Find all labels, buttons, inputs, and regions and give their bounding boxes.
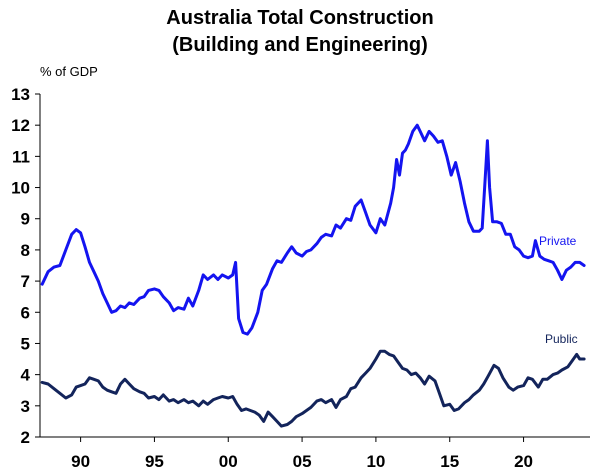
x-tick-label: 15 bbox=[440, 452, 459, 471]
y-tick-label: 12 bbox=[11, 116, 30, 135]
x-tick-label: 20 bbox=[514, 452, 533, 471]
y-tick-label: 6 bbox=[21, 303, 30, 322]
y-tick-label: 4 bbox=[21, 366, 31, 385]
y-tick-label: 11 bbox=[12, 147, 30, 166]
x-tick-label: 95 bbox=[145, 452, 164, 471]
x-tick-label: 05 bbox=[293, 452, 312, 471]
y-axis-unit-label: % of GDP bbox=[40, 64, 98, 79]
series-line-public bbox=[40, 349, 586, 428]
y-tick-label: 13 bbox=[11, 85, 30, 104]
y-tick-label: 5 bbox=[21, 334, 30, 353]
legend-label-private: Private bbox=[539, 234, 577, 248]
x-axis-ticks: 90 95 00 05 10 15 20 bbox=[71, 437, 533, 471]
y-tick-label: 9 bbox=[21, 210, 30, 229]
series-lines bbox=[40, 123, 586, 428]
y-tick-label: 2 bbox=[21, 428, 30, 447]
legend-label-public: Public bbox=[545, 332, 578, 346]
y-tick-label: 8 bbox=[21, 241, 30, 260]
x-tick-label: 90 bbox=[71, 452, 90, 471]
x-tick-label: 10 bbox=[366, 452, 385, 471]
y-tick-label: 3 bbox=[21, 397, 30, 416]
series-line-private bbox=[40, 123, 586, 336]
y-tick-label: 10 bbox=[11, 179, 30, 198]
x-tick-label: 00 bbox=[219, 452, 238, 471]
y-axis-ticks: 2 3 4 5 6 7 8 9 10 11 12 13 bbox=[11, 85, 40, 447]
y-tick-label: 7 bbox=[21, 272, 30, 291]
chart-title-line-1: Australia Total Construction bbox=[166, 7, 433, 29]
chart-title-line-2: (Building and Engineering) bbox=[172, 34, 428, 56]
